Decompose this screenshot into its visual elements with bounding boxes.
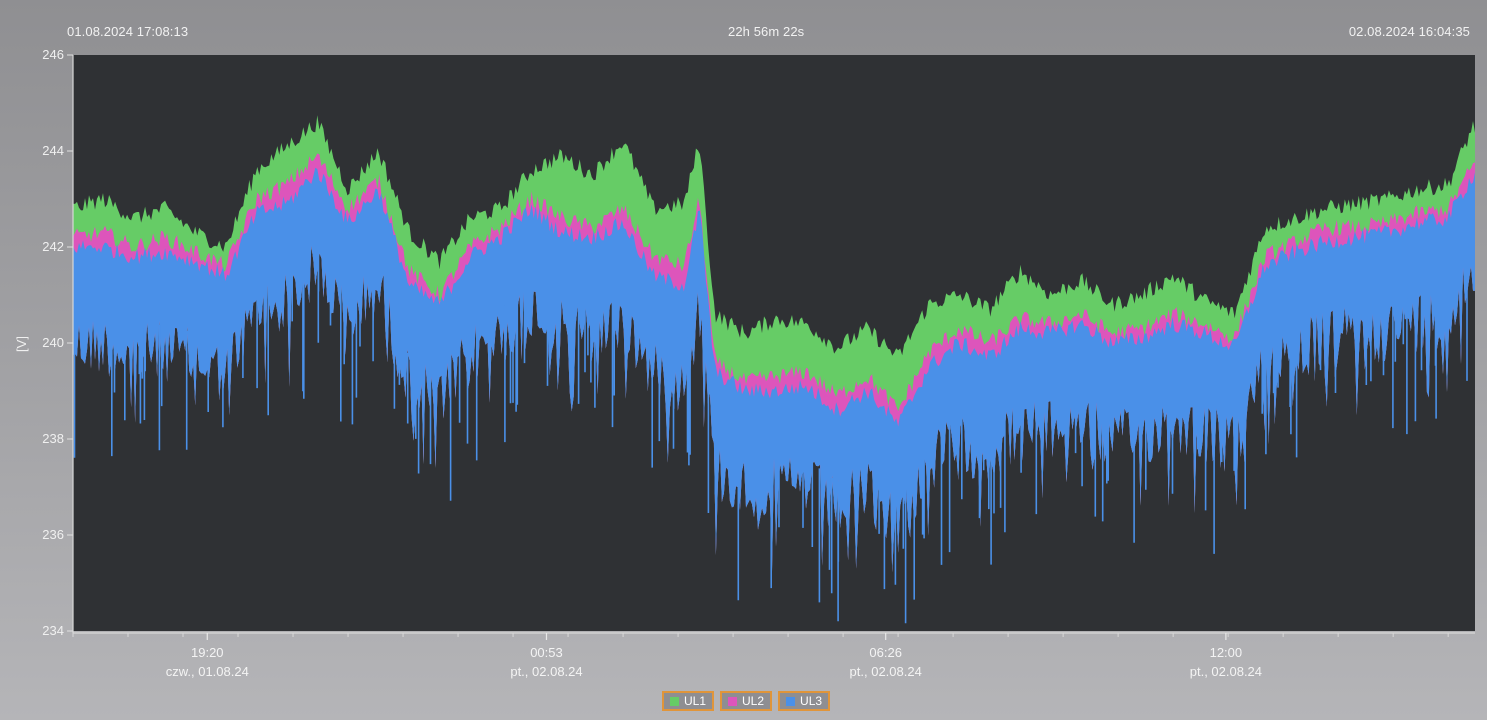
y-tick-label-234: 234 — [42, 623, 64, 638]
legend-label-ul3: UL3 — [800, 694, 823, 708]
ul3-swatch — [786, 696, 796, 706]
x-tick-date-3: pt., 02.08.24 — [1190, 664, 1262, 679]
end-timestamp: 02.08.2024 16:04:35 — [1348, 24, 1470, 39]
ul2-swatch — [728, 696, 738, 706]
y-tick-label-238: 238 — [42, 431, 64, 446]
y-axis-label: [V] — [14, 336, 29, 352]
y-tick-label-242: 242 — [42, 239, 64, 254]
y-tick-label-240: 240 — [42, 335, 64, 350]
legend-item-ul1[interactable]: UL1 — [662, 691, 715, 711]
legend-item-ul2[interactable]: UL2 — [720, 691, 773, 711]
series-ul3-spikes — [73, 243, 1468, 624]
x-tick-date-0: czw., 01.08.24 — [166, 664, 249, 679]
x-tick-date-1: pt., 02.08.24 — [510, 664, 582, 679]
y-tick-label-246: 246 — [42, 47, 64, 62]
x-tick-time-0: 19:20 — [191, 645, 224, 660]
duration-label: 22h 56m 22s — [728, 24, 805, 39]
legend-item-ul3[interactable]: UL3 — [778, 691, 831, 711]
legend-label-ul1: UL1 — [684, 694, 707, 708]
x-tick-time-3: 12:00 — [1210, 645, 1243, 660]
x-tick-time-1: 00:53 — [530, 645, 563, 660]
y-tick-label-244: 244 — [42, 143, 64, 158]
start-timestamp: 01.08.2024 17:08:13 — [67, 24, 189, 39]
y-tick-label-236: 236 — [42, 527, 64, 542]
legend-label-ul2: UL2 — [742, 694, 765, 708]
x-tick-date-2: pt., 02.08.24 — [850, 664, 922, 679]
legend: UL1 UL2 UL3 — [662, 691, 831, 711]
x-tick-time-2: 06:26 — [869, 645, 902, 660]
ul1-swatch — [670, 696, 679, 706]
series-ul3-band — [73, 167, 1475, 573]
